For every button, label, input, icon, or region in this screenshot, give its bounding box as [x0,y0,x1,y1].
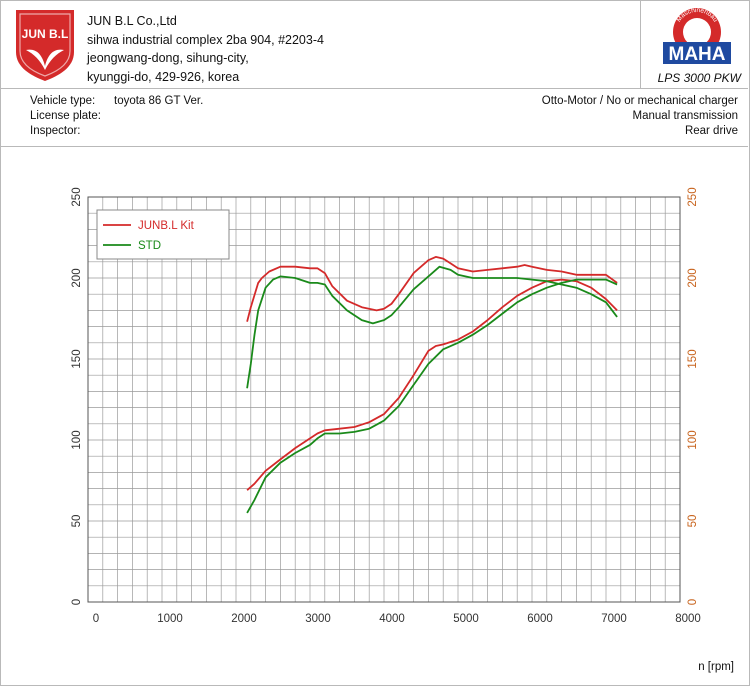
vehicle-type-label: Vehicle type: [30,95,96,107]
svg-text:MAHA: MAHA [669,44,726,65]
plot-area-border [87,196,681,603]
x-tick-label: 2000 [231,613,257,625]
dyno-model: LPS 3000 PKW [657,71,741,85]
engine-type: Otto-Motor / No or mechanical charger [541,95,738,107]
x-tick-label: 3000 [305,613,331,625]
junbl-torque-curve [246,255,618,322]
junbl-power-curve [246,278,618,491]
y-left-tick-label: 150 [71,349,83,368]
legend-label: JUNB.L Kit [138,220,195,232]
drive-type: Rear drive [684,125,738,137]
y-left-tick-label: 0 [71,599,83,605]
vehicle-type-row: Vehicle type: toyota 86 GT Ver. [30,95,203,107]
x-tick-label: 6000 [527,613,553,625]
x-axis-label: n [rpm] [698,661,734,673]
maha-panel: Maschinenbau Haldenwang MAHA LPS 3000 PK… [640,0,749,88]
y-left-tick-label: 100 [71,430,83,449]
license-plate-row: License plate: [30,110,114,122]
license-plate-label: License plate: [30,110,101,122]
y-left-tick-label: 200 [71,268,83,287]
y-right-tick-label: 100 [687,430,699,449]
y-right-tick-label: 150 [687,349,699,368]
legend: JUNB.L Kit STD [96,209,230,260]
legend-box [96,209,230,260]
svg-text:JUN B.L: JUN B.L [22,27,69,41]
maha-logo: Maschinenbau Haldenwang MAHA [663,7,731,65]
dyno-chart: 0 1000 2000 3000 4000 5000 6000 7000 8000 0 0 50 50 1… [71,187,701,625]
y-left-tick-label: 50 [71,515,83,528]
x-tick-label: 0 [93,613,99,625]
transmission-type: Manual transmission [632,110,738,122]
legend-label: STD [138,240,161,252]
inspector-label: Inspector: [30,125,81,137]
company-name: JUN B.L Co.,Ltd [87,14,177,28]
inspector-row: Inspector: [30,125,114,137]
std-torque-curve [246,265,618,389]
y-right-tick-label: 0 [687,599,699,605]
x-tick-label: 4000 [379,613,405,625]
junbl-logo: JUN B.L [16,10,74,81]
y-right-tick-label: 250 [687,187,699,206]
report-header: JUN B.L JUN B.L Co.,Ltd sihwa industrial… [0,0,748,89]
company-info: JUN B.L Co.,Ltd sihwa industrial complex… [87,12,324,86]
y-right-tick-label: 50 [687,515,699,528]
x-tick-label: 1000 [157,613,183,625]
std-power-curve [246,278,618,514]
company-address-line-1: sihwa industrial complex 2ba 904, #2203-… [87,32,324,47]
vehicle-type-value: toyota 86 GT Ver. [114,95,204,107]
company-address-line-3: kyunggi-do, 429-926, korea [87,69,240,84]
company-address-line-2: jeongwang-dong, sihung-city, [87,51,249,65]
x-tick-label: 5000 [453,613,479,625]
vehicle-info: Vehicle type: toyota 86 GT Ver. License p… [0,89,748,147]
y-right-tick-label: 200 [687,268,699,287]
x-tick-label: 8000 [675,613,701,625]
x-tick-label: 7000 [601,613,627,625]
y-left-tick-label: 250 [71,187,83,206]
